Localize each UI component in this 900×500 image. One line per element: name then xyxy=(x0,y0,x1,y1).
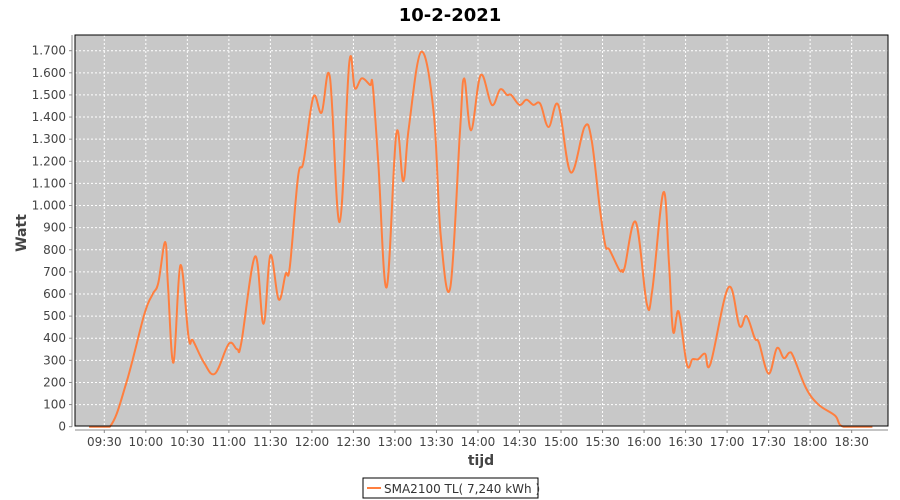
y-tick-label: 1.300 xyxy=(32,132,66,146)
x-tick-label: 18:00 xyxy=(793,435,828,449)
plot-border xyxy=(74,34,889,427)
y-tick-label: 600 xyxy=(43,287,66,301)
x-tick-label: 14:30 xyxy=(502,435,537,449)
x-tick-label: 10:00 xyxy=(129,435,164,449)
x-tick-label: 16:30 xyxy=(668,435,703,449)
x-tick-label: 09:30 xyxy=(87,435,122,449)
y-tick-label: 1.100 xyxy=(32,176,66,190)
x-tick-label: 12:30 xyxy=(336,435,371,449)
y-tick-label: 1.400 xyxy=(32,110,66,124)
y-tick-label: 1.500 xyxy=(32,88,66,102)
y-tick-label: 1.600 xyxy=(32,66,66,80)
x-axis: 09:30 10:00 10:30 11:00 11:30 12:00 12:30 13:00… xyxy=(75,429,888,449)
x-tick-label: 13:30 xyxy=(419,435,454,449)
y-tick-label: 100 xyxy=(43,398,66,412)
x-axis-label: tijd xyxy=(468,453,494,469)
y-tick-label: 1.700 xyxy=(32,44,66,58)
x-tick-label: 14:00 xyxy=(461,435,496,449)
x-tick-label: 18:30 xyxy=(834,435,869,449)
grid xyxy=(75,35,888,428)
legend: SMA2100 TL( 7,240 kWh ) xyxy=(362,477,540,499)
y-tick-label: 900 xyxy=(43,221,66,235)
x-tick-label: 13:00 xyxy=(378,435,413,449)
x-tick-label: 17:00 xyxy=(710,435,745,449)
y-tick-label: 700 xyxy=(43,265,66,279)
x-tick-label: 10:30 xyxy=(170,435,205,449)
y-tick-label: 1.200 xyxy=(32,154,66,168)
legend-box xyxy=(362,477,539,499)
series-line-sma2100 xyxy=(89,50,873,428)
y-tick-label: 200 xyxy=(43,375,66,389)
y-tick-label: 0 xyxy=(58,420,66,434)
y-tick-label: 1.000 xyxy=(32,199,66,213)
chart-title: 10-2-2021 xyxy=(399,5,502,26)
y-tick-label: 500 xyxy=(43,309,66,323)
y-axis: 0 100 200 300 400 500 600 700 800 900 1.000 1.100 1.… xyxy=(32,35,73,434)
x-tick-label: 15:00 xyxy=(544,435,579,449)
x-tick-label: 11:30 xyxy=(253,435,288,449)
x-tick-label: 16:00 xyxy=(627,435,662,449)
y-tick-label: 800 xyxy=(43,243,66,257)
y-axis-label: Watt xyxy=(14,214,30,252)
y-tick-label: 300 xyxy=(43,353,66,367)
x-tick-label: 17:30 xyxy=(751,435,786,449)
y-tick-label: 400 xyxy=(43,331,66,345)
legend-label: SMA2100 TL( 7,240 kWh ) xyxy=(384,482,540,496)
x-tick-label: 11:00 xyxy=(212,435,247,449)
x-tick-label: 15:30 xyxy=(585,435,620,449)
x-tick-label: 12:00 xyxy=(295,435,330,449)
